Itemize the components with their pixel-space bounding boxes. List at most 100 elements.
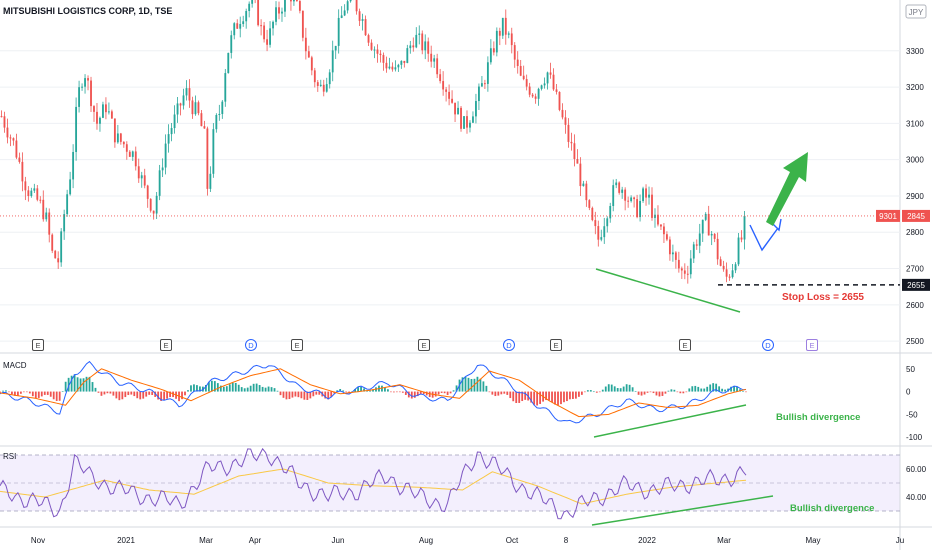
macd-histogram-bar (103, 391, 106, 395)
candle-body (463, 116, 465, 129)
candle-body (412, 45, 415, 48)
candle-body (445, 89, 448, 92)
time-axis-label: Jun (332, 536, 345, 545)
time-axis-label: Aug (419, 536, 433, 545)
macd-histogram-bar (700, 388, 703, 392)
macd-histogram-bar (446, 391, 449, 396)
candle-body (191, 100, 194, 115)
macd-histogram-bar (640, 391, 643, 396)
candle-body (66, 194, 69, 215)
candle-body (33, 188, 36, 191)
time-axis-label: 2022 (638, 536, 656, 545)
macd-histogram-bar (437, 391, 440, 395)
candle-body (460, 107, 462, 129)
macd-histogram-bar (291, 391, 294, 398)
macd-histogram-bar (222, 386, 225, 392)
macd-histogram-bar (204, 385, 207, 392)
price-pane[interactable] (0, 0, 900, 352)
time-axis-label: Ju (896, 536, 904, 545)
projection-arrow-green[interactable] (766, 152, 808, 226)
earnings-marker (418, 339, 430, 351)
candle-body (564, 117, 567, 125)
macd-histogram-bar (637, 391, 640, 395)
candle-body (433, 58, 436, 62)
macd-histogram-bar (536, 391, 539, 406)
volume-badge (876, 209, 900, 222)
projection-arrow-blue[interactable] (749, 224, 779, 252)
macd-histogram-bar (312, 391, 315, 397)
earnings-marker (550, 339, 562, 351)
macd-histogram-bar (392, 391, 395, 393)
price-tick-label: 2600 (906, 301, 924, 310)
price-tick-label: 2500 (906, 337, 924, 346)
macd-histogram-bar (703, 388, 706, 392)
candle-body (221, 101, 224, 114)
macd-histogram-bar (300, 391, 303, 399)
macd-histogram-bar (213, 381, 216, 392)
time-axis-label: May (805, 536, 820, 545)
candle-body (295, 0, 298, 2)
macd-histogram-bar (73, 374, 76, 392)
macd-histogram-bar (142, 391, 145, 399)
macd-histogram-bar (560, 391, 562, 405)
candle-body (105, 104, 107, 113)
currency-badge[interactable] (905, 4, 927, 19)
macd-histogram-bar (184, 391, 186, 396)
macd-histogram-bar (566, 391, 568, 402)
macd-histogram-bar (506, 391, 509, 395)
macd-histogram-bar (88, 376, 91, 392)
macd-histogram-bar (455, 385, 458, 392)
candle-body (137, 166, 140, 179)
candle-body (725, 269, 728, 277)
dividend-marker (503, 339, 515, 351)
macd-histogram-bar (413, 391, 416, 398)
candle-body (63, 214, 66, 232)
macd-histogram-bar (309, 391, 312, 399)
macd-histogram-bar (404, 391, 407, 395)
macd-histogram-bar (342, 390, 345, 392)
candle-body (540, 85, 543, 89)
candle-body (310, 57, 313, 71)
candle-body (203, 126, 206, 129)
macd-histogram-bar (0, 391, 1, 393)
macd-histogram-bar (294, 391, 297, 397)
macd-tick-label: 50 (906, 365, 915, 374)
macd-histogram-bar (440, 391, 443, 393)
macd-histogram-bar (288, 391, 291, 400)
macd-histogram-bar (354, 389, 356, 392)
earnings-marker-label: E (553, 341, 558, 350)
candle-body (573, 143, 576, 160)
macd-histogram-bar (381, 385, 383, 392)
macd-histogram-bar (237, 384, 240, 392)
macd-histogram-bar (664, 391, 667, 394)
price-trendline[interactable] (595, 268, 741, 313)
rsi-trendline[interactable] (591, 495, 774, 526)
candle-body (200, 113, 203, 127)
candle-body (719, 259, 722, 266)
candle-body (436, 58, 439, 75)
candle-body (290, 0, 292, 2)
macd-trendline[interactable] (593, 404, 747, 438)
macd-histogram-bar (634, 391, 637, 392)
macd-histogram-bar (452, 390, 455, 392)
macd-histogram-bar (649, 391, 652, 393)
candle-body (492, 48, 495, 53)
candle-body (27, 190, 30, 197)
macd-histogram-bar (577, 391, 580, 397)
candle-body (603, 226, 606, 238)
macd-histogram-bar (8, 391, 10, 393)
macd-histogram-bar (443, 391, 446, 394)
earnings-marker (806, 339, 818, 351)
candle-body (606, 218, 609, 227)
macd-tick-label: -100 (906, 433, 923, 442)
candle-body (579, 163, 582, 187)
macd-histogram-bar (533, 391, 536, 405)
macd-histogram-bar (425, 391, 428, 396)
candle-body (609, 206, 612, 219)
candle-body (698, 233, 701, 246)
candle-body (337, 17, 340, 46)
candle-body (167, 134, 170, 144)
dividend-marker-label: D (248, 341, 254, 350)
